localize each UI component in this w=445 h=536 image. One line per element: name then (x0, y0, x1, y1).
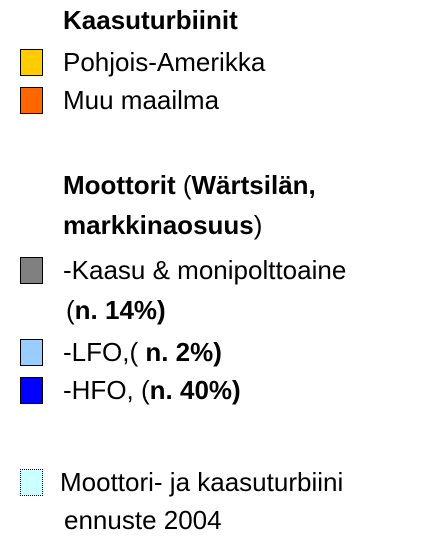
text-part: markkinaosuus (63, 210, 254, 240)
legend-swatch (20, 339, 43, 366)
legend-swatch (20, 87, 43, 114)
legend-line: markkinaosuus) (63, 210, 262, 240)
legend-title: Kaasuturbiinit (63, 5, 238, 35)
legend-swatch (20, 257, 43, 284)
text-part: Wärtsilän, (191, 170, 316, 200)
text-part: ( (175, 170, 192, 200)
legend-line: (n. 14%) (66, 295, 166, 325)
text-part: n. 2%) (145, 337, 222, 367)
legend-line: -LFO,( n. 2%) (63, 337, 222, 367)
legend-label: ennuste 2004 (64, 505, 222, 535)
text-part: n. 14%) (74, 295, 166, 325)
legend-line: Moottorit (Wärtsilän, (63, 170, 316, 200)
legend-label: Moottori- ja kaasuturbiini (60, 467, 344, 497)
text-part: ( (66, 295, 75, 325)
text-part: -LFO,( (63, 337, 146, 367)
text-part: n. 40%) (149, 375, 241, 405)
legend-swatch (20, 469, 43, 496)
text-part: ) (253, 210, 263, 240)
legend-label: Pohjois-Amerikka (63, 47, 266, 77)
text-part: Moottorit (63, 170, 176, 200)
legend-line: -HFO, (n. 40%) (63, 375, 241, 405)
legend-line: -Kaasu & monipolttoaine (63, 255, 346, 285)
legend-swatch (20, 49, 43, 76)
text-part: -Kaasu & monipolttoaine (63, 255, 347, 285)
legend-swatch (20, 377, 43, 404)
text-part: -HFO, ( (63, 375, 150, 405)
legend-label: Muu maailma (63, 85, 220, 115)
